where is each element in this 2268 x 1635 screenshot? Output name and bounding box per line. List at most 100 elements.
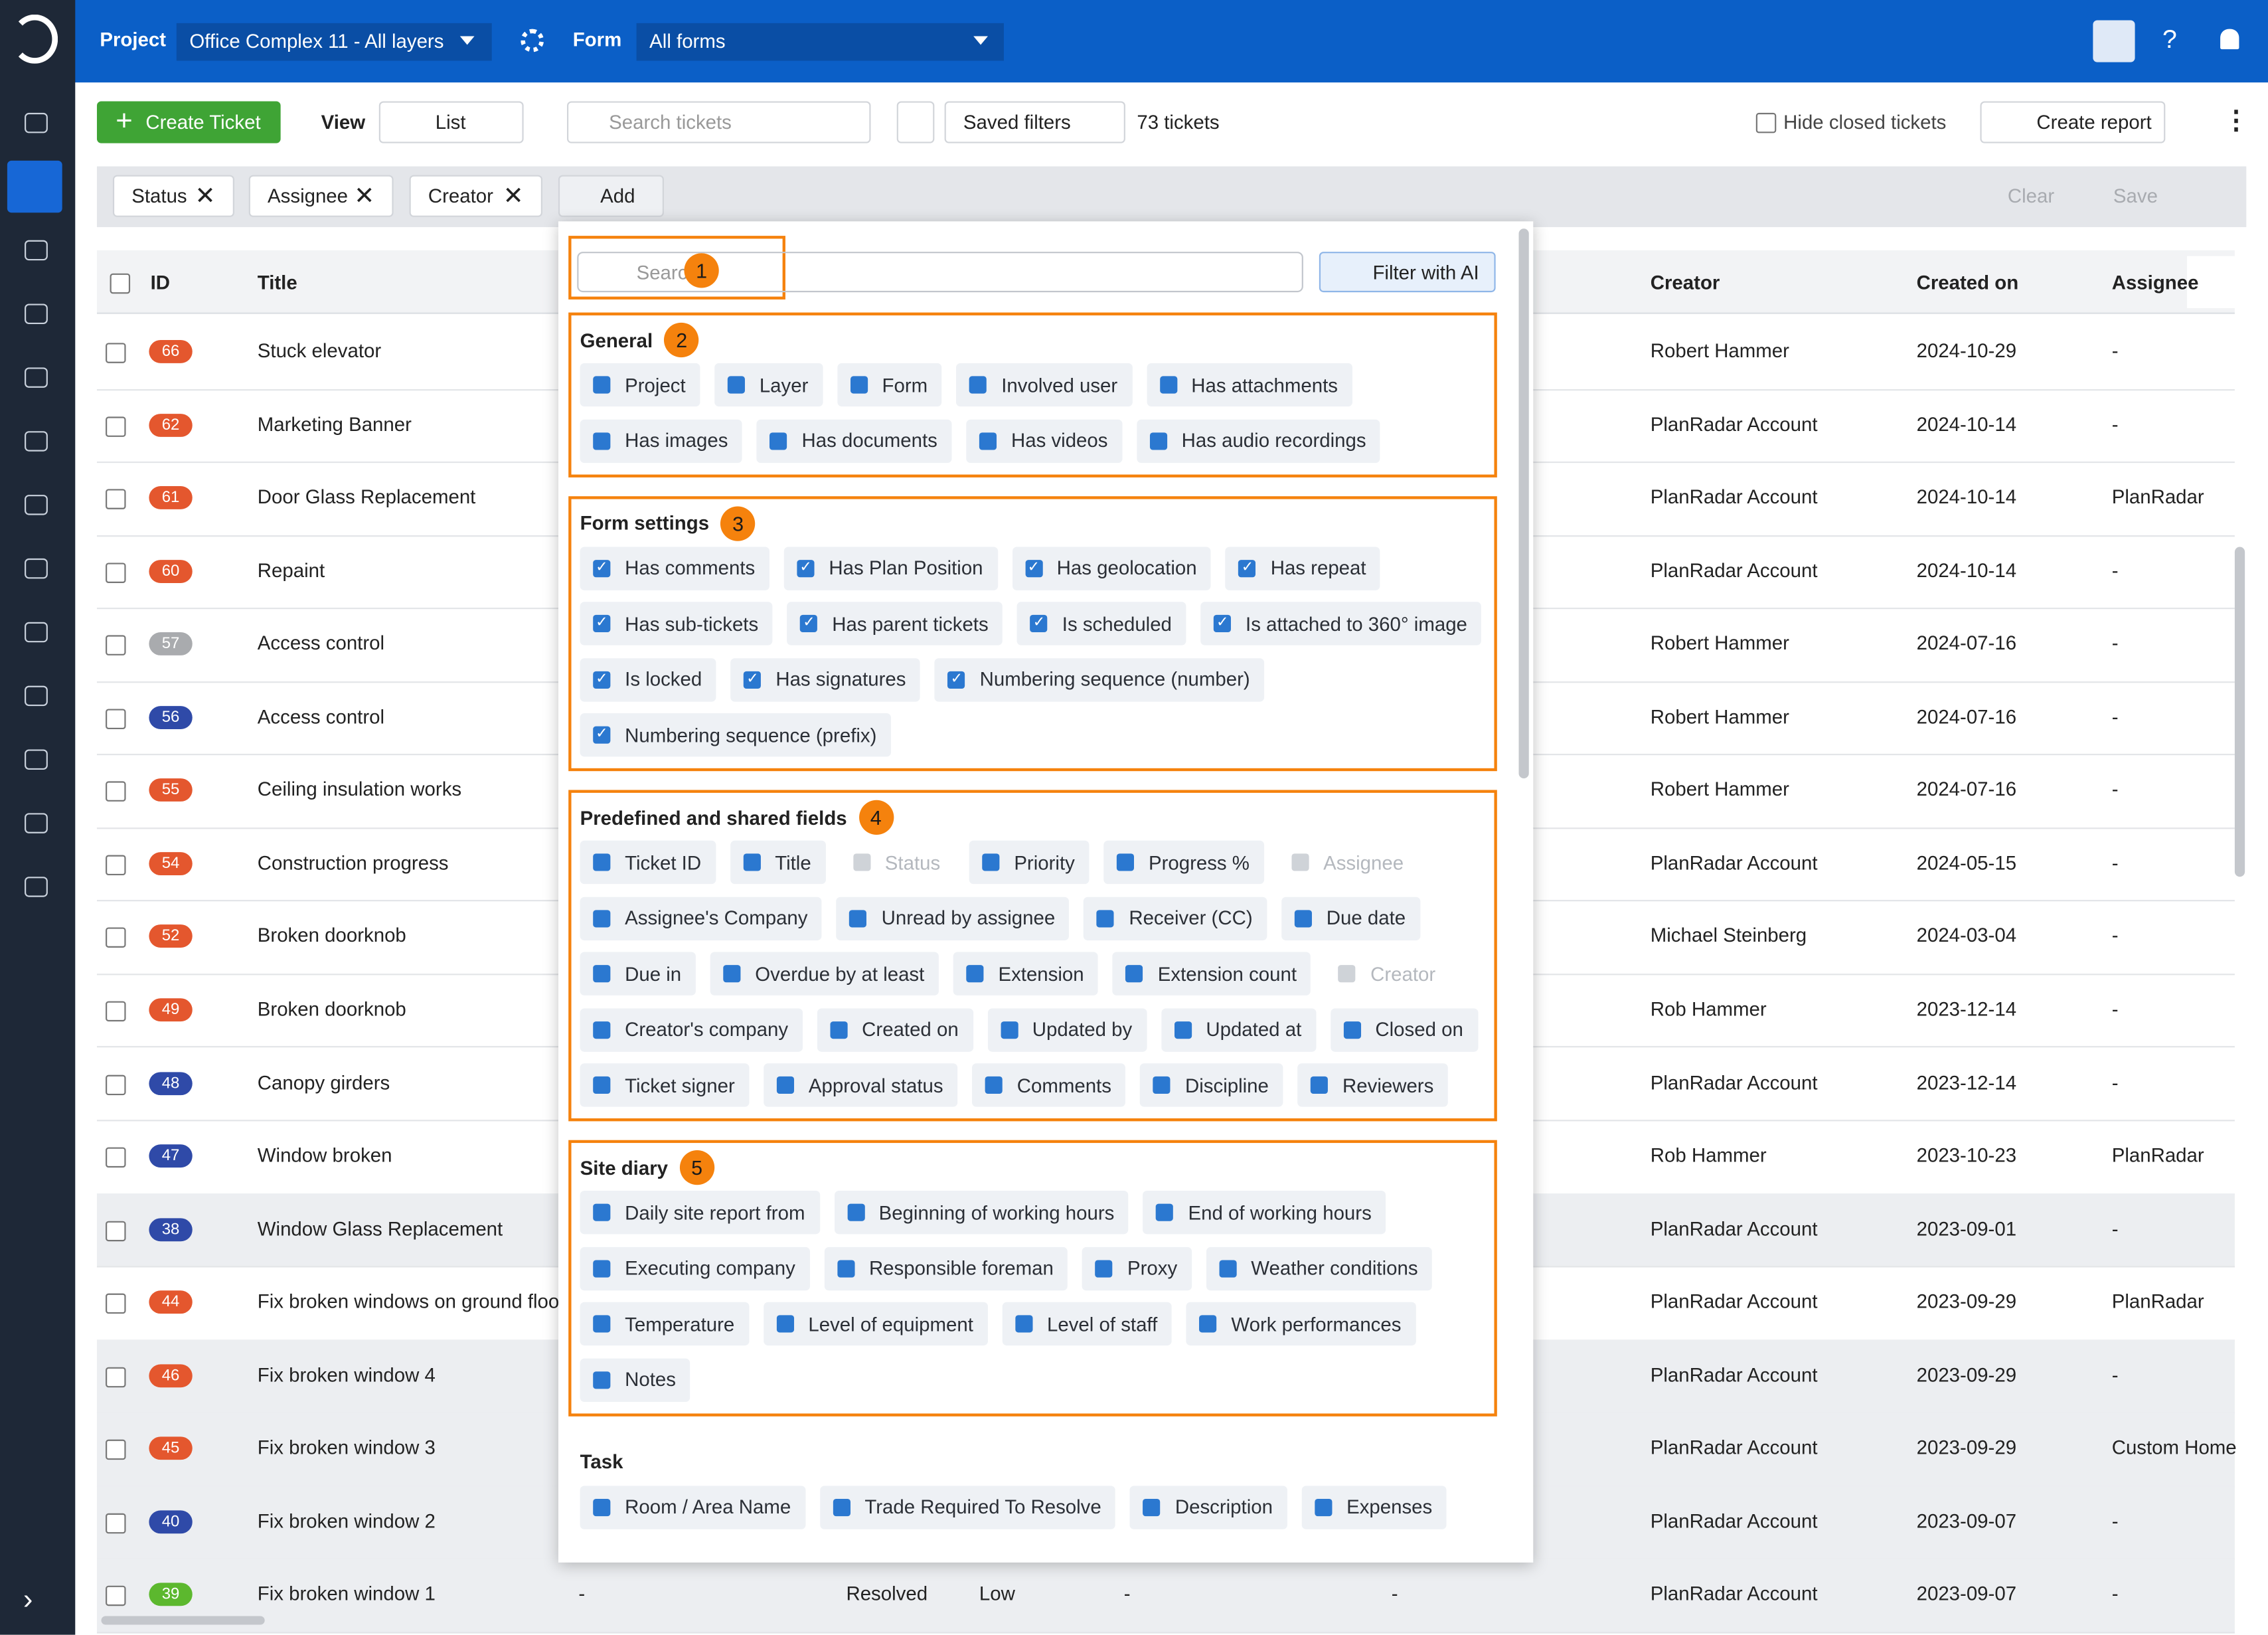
- filter-option[interactable]: Involved user: [956, 363, 1132, 407]
- filter-option[interactable]: Progress %: [1103, 840, 1264, 885]
- filter-option[interactable]: Numbering sequence (number): [935, 657, 1265, 701]
- hide-closed-checkbox[interactable]: [1755, 112, 1777, 133]
- sidebar-active[interactable]: [7, 160, 62, 213]
- sidebar-icon[interactable]: [25, 240, 48, 261]
- filter-option[interactable]: Has documents: [757, 418, 952, 463]
- filter-chip[interactable]: Assignee ✕: [248, 175, 394, 217]
- filter-chip[interactable]: Status ✕: [112, 175, 234, 217]
- filter-chip[interactable]: Creator ✕: [409, 175, 542, 217]
- create-ticket-button[interactable]: + Create Ticket: [96, 101, 281, 143]
- save-button[interactable]: Save: [2113, 185, 2158, 207]
- filter-with-ai[interactable]: Filter with AI: [1319, 252, 1496, 293]
- sidebar-icon[interactable]: [25, 813, 48, 833]
- row-checkbox[interactable]: [106, 1293, 126, 1314]
- notifications-icon[interactable]: [2220, 29, 2239, 50]
- row-checkbox[interactable]: [106, 1001, 126, 1021]
- filter-option[interactable]: Level of staff: [1002, 1302, 1173, 1346]
- filter-option[interactable]: Due in: [580, 952, 696, 995]
- sidebar-icon[interactable]: [25, 749, 48, 770]
- filter-option[interactable]: Creator's company: [580, 1007, 803, 1051]
- row-checkbox[interactable]: [106, 1147, 126, 1168]
- filter-option[interactable]: Updated by: [987, 1007, 1147, 1051]
- filter-option[interactable]: Overdue by at least: [710, 952, 939, 995]
- filter-option[interactable]: Layer: [714, 363, 823, 407]
- more-menu[interactable]: ⋮: [2223, 106, 2249, 135]
- row-checkbox[interactable]: [106, 1513, 126, 1533]
- filter-option[interactable]: Proxy: [1082, 1246, 1192, 1290]
- filter-option[interactable]: Trade Required To Resolve: [819, 1485, 1116, 1529]
- popup-scrollbar[interactable]: [1518, 228, 1529, 779]
- filter-option[interactable]: Is attached to 360° image: [1200, 602, 1482, 645]
- form-select[interactable]: All forms: [636, 23, 1004, 61]
- filter-option[interactable]: Temperature: [580, 1302, 750, 1346]
- filter-option[interactable]: Executing company: [580, 1246, 810, 1290]
- sidebar-icon[interactable]: [25, 431, 48, 452]
- filter-option[interactable]: End of working hours: [1143, 1190, 1386, 1235]
- filter-option[interactable]: Priority: [969, 840, 1090, 885]
- filter-option[interactable]: Daily site report from: [580, 1190, 820, 1235]
- filter-option[interactable]: Has signatures: [730, 657, 921, 701]
- filter-option[interactable]: Extension count: [1113, 952, 1311, 995]
- filter-option[interactable]: Approval status: [764, 1063, 958, 1107]
- sidebar-icon[interactable]: [25, 622, 48, 643]
- row-checkbox[interactable]: [106, 1440, 126, 1460]
- h-scrollbar[interactable]: [101, 1616, 265, 1625]
- row-checkbox[interactable]: [106, 855, 126, 875]
- search-tickets[interactable]: Search tickets: [566, 101, 871, 143]
- filter-option[interactable]: Has images: [580, 418, 743, 463]
- select-all[interactable]: [110, 273, 131, 294]
- remove-icon[interactable]: ✕: [354, 181, 375, 209]
- filter-option[interactable]: Level of equipment: [763, 1302, 988, 1346]
- clear-button[interactable]: Clear: [2007, 185, 2055, 207]
- sidebar-icon[interactable]: [25, 685, 48, 707]
- filter-option[interactable]: Form: [837, 363, 942, 407]
- filter-option[interactable]: Project: [580, 363, 700, 407]
- filter-option[interactable]: Numbering sequence (prefix): [580, 713, 892, 757]
- filter-option[interactable]: Has sub-tickets: [580, 602, 773, 645]
- project-select[interactable]: Office Complex 11 - All layers: [176, 23, 492, 61]
- filter-option[interactable]: Has audio recordings: [1137, 418, 1381, 463]
- row-checkbox[interactable]: [106, 782, 126, 802]
- filter-option[interactable]: Is scheduled: [1017, 602, 1186, 645]
- filter-button[interactable]: [896, 101, 935, 143]
- row-checkbox[interactable]: [106, 1367, 126, 1387]
- settings-icon[interactable]: [521, 29, 544, 52]
- sidebar-icon[interactable]: [25, 303, 48, 324]
- filter-option[interactable]: Unread by assignee: [837, 896, 1070, 940]
- filter-option[interactable]: Beginning of working hours: [834, 1190, 1129, 1235]
- create-report[interactable]: Create report: [1980, 101, 2166, 143]
- filter-option[interactable]: Has Plan Position: [783, 546, 998, 590]
- scrollbar[interactable]: [2234, 547, 2245, 877]
- filter-option[interactable]: Is locked: [580, 657, 717, 701]
- saved-filters[interactable]: Saved filters: [944, 101, 1125, 143]
- table-row[interactable]: 39 Fix broken window 1 PlanRadar Account 20…: [96, 1559, 2235, 1634]
- row-checkbox[interactable]: [106, 416, 126, 436]
- row-checkbox[interactable]: [106, 489, 126, 510]
- sidebar-expand[interactable]: ›: [23, 1584, 33, 1616]
- filter-option[interactable]: Updated at: [1161, 1007, 1317, 1051]
- filter-option[interactable]: Has repeat: [1226, 546, 1381, 590]
- filter-option[interactable]: Comments: [972, 1063, 1126, 1107]
- filter-option[interactable]: Has comments: [580, 546, 770, 590]
- view-select[interactable]: List: [378, 101, 524, 143]
- filter-option[interactable]: Description: [1130, 1485, 1287, 1529]
- filter-option[interactable]: Extension: [953, 952, 1099, 995]
- filter-option[interactable]: Work performances: [1186, 1302, 1416, 1346]
- row-checkbox[interactable]: [106, 1586, 126, 1606]
- sidebar-icon[interactable]: [25, 877, 48, 897]
- column-settings[interactable]: [2186, 256, 2242, 309]
- row-checkbox[interactable]: [106, 562, 126, 583]
- sidebar-icon[interactable]: [25, 495, 48, 515]
- remove-icon[interactable]: ✕: [195, 181, 216, 209]
- sidebar-icon[interactable]: [25, 367, 48, 388]
- filter-option[interactable]: Due date: [1281, 896, 1420, 940]
- add-filter[interactable]: Add: [558, 175, 664, 217]
- filter-option[interactable]: Receiver (CC): [1084, 896, 1267, 940]
- sidebar-icon[interactable]: [25, 558, 48, 579]
- row-checkbox[interactable]: [106, 928, 126, 948]
- filter-option[interactable]: Reviewers: [1297, 1063, 1449, 1107]
- sidebar-icon[interactable]: [25, 112, 48, 133]
- filter-option[interactable]: Assignee's Company: [580, 896, 823, 940]
- filter-option[interactable]: Has attachments: [1146, 363, 1352, 407]
- filter-option[interactable]: Title: [730, 840, 826, 885]
